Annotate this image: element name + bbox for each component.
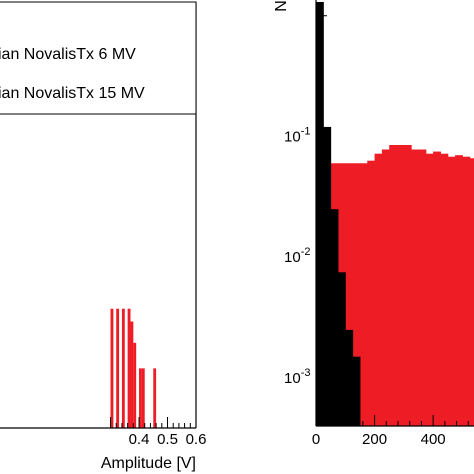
right-x-tick-label: 400 <box>421 431 446 448</box>
right-bar-0-5 <box>352 163 361 427</box>
left-bar-0-1 <box>116 308 120 428</box>
left-histogram-bars <box>110 308 157 428</box>
right-bar-0-17 <box>440 153 449 426</box>
left-bar-0-7 <box>141 368 145 428</box>
left-x-tick-label: 0.5 <box>157 431 178 448</box>
left-histogram-panel: 0.4 0.5 0.6 Amplitude [V] ian NovalisTx 6 … <box>0 1 207 472</box>
left-bar-0-2 <box>121 308 125 428</box>
right-bar-0-12 <box>403 144 412 426</box>
left-x-tick-label: 0.4 <box>129 431 150 448</box>
right-bar-0-15 <box>425 153 434 426</box>
left-bar-0-0 <box>110 308 114 428</box>
right-y-axis-title-fragment: N <box>273 0 290 12</box>
left-x-tick-labels: 0.4 0.5 0.6 <box>129 431 207 448</box>
right-bar-0-13 <box>411 149 419 427</box>
right-bar-1-1 <box>323 126 332 426</box>
right-bar-0-16 <box>433 151 441 427</box>
right-bar-0-19 <box>455 155 463 427</box>
right-bar-0-18 <box>447 156 456 426</box>
right-bar-0-7 <box>367 160 376 426</box>
right-x-tick-label: 0 <box>312 431 320 448</box>
right-bar-1-0 <box>316 1 324 426</box>
right-bar-1-3 <box>337 272 346 426</box>
right-y-ticks <box>316 15 327 427</box>
left-x-ticks <box>110 417 197 428</box>
left-x-tick-label: 0.6 <box>186 431 207 448</box>
right-bar-0-8 <box>374 153 383 426</box>
right-bar-0-6 <box>359 163 368 427</box>
legend-label-15mv: ian NovalisTx 15 MV <box>0 85 145 102</box>
right-bar-0-21 <box>469 158 474 426</box>
left-x-axis-title: Amplitude [V] <box>101 455 196 472</box>
right-histogram-bars <box>316 1 474 427</box>
left-bar-0-4 <box>130 321 134 428</box>
right-bar-0-14 <box>418 149 427 427</box>
right-bar-1-4 <box>345 329 354 426</box>
left-bar-0-6 <box>139 368 142 428</box>
right-x-tick-labels: 0 200 400 <box>312 431 446 448</box>
right-bar-0-4 <box>345 163 354 427</box>
left-bar-0-5 <box>133 342 137 428</box>
legend: ian NovalisTx 6 MV ian NovalisTx 15 MV <box>0 1 197 115</box>
right-histogram-panel: 10-110-210-3 0 200 400 N <box>273 0 474 448</box>
right-bar-1-2 <box>330 209 339 426</box>
left-bar-0-3 <box>127 308 131 428</box>
right-bar-1-5 <box>352 356 361 426</box>
legend-box <box>0 1 197 115</box>
left-bar-0-8 <box>153 368 157 428</box>
right-x-tick-label: 200 <box>362 431 387 448</box>
right-x-ticks <box>315 415 469 426</box>
legend-label-6mv: ian NovalisTx 6 MV <box>0 46 136 63</box>
right-bar-0-10 <box>389 144 398 426</box>
right-bar-0-20 <box>462 156 471 426</box>
right-bar-0-11 <box>396 144 405 426</box>
right-bar-0-9 <box>381 149 390 427</box>
